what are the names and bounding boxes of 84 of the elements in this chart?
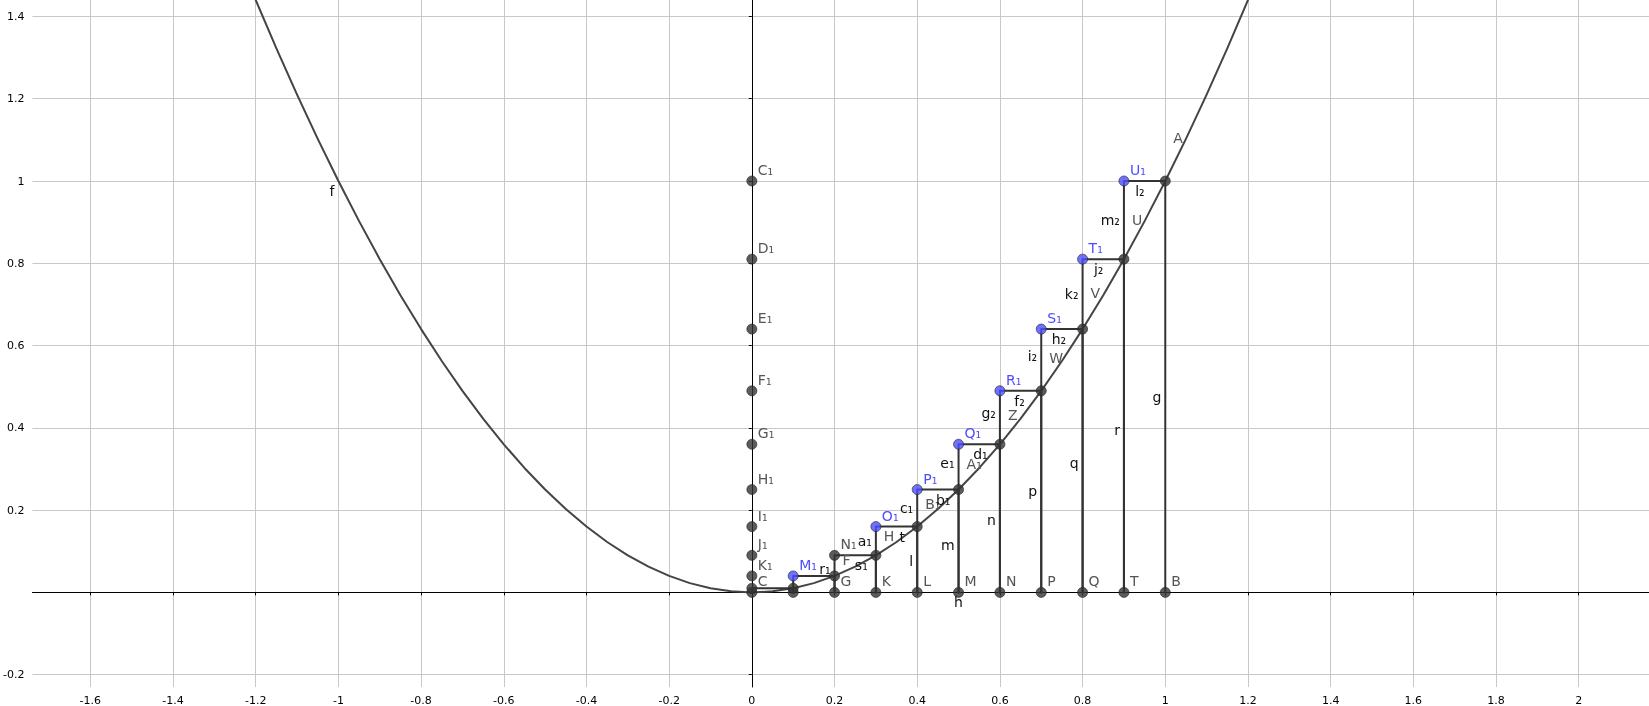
annotation: l xyxy=(909,553,914,570)
annotation: f xyxy=(329,183,336,200)
x-tick-label: -1.2 xyxy=(244,694,267,706)
annotation: V xyxy=(1090,285,1101,302)
x-tick-label: 1 xyxy=(1161,694,1169,706)
x-tick-label: 2 xyxy=(1575,694,1583,706)
annotation: r₁ xyxy=(819,561,831,578)
annotation: N₁ xyxy=(840,536,857,553)
annotation: g₂ xyxy=(981,405,996,422)
annotation: W xyxy=(1049,350,1064,367)
annotation: U xyxy=(1131,211,1143,228)
y-tick-label: 1.4 xyxy=(6,9,25,23)
x-tick-label: 0.2 xyxy=(825,694,844,706)
annotation: F xyxy=(842,552,851,569)
annotation: k₂ xyxy=(1064,285,1079,302)
annotation: P₁ xyxy=(923,470,938,487)
annotation: K xyxy=(881,573,892,590)
annotation: T xyxy=(1128,573,1139,590)
x-tick-label: 1.4 xyxy=(1321,694,1340,706)
y-tick-label: 0.8 xyxy=(6,256,25,270)
y-tick-label: 0.6 xyxy=(6,339,25,353)
annotation: C₁ xyxy=(757,162,774,179)
annotation: q xyxy=(1069,454,1079,471)
y-tick-label: 0.4 xyxy=(6,421,25,435)
annotation: D₁ xyxy=(757,240,775,257)
annotation: G₁ xyxy=(757,425,775,442)
annotation: N xyxy=(1005,573,1017,590)
annotation: I₁ xyxy=(757,507,768,524)
annotation: H₁ xyxy=(757,470,774,487)
annotation: M xyxy=(964,573,977,590)
annotation: c₁ xyxy=(899,499,914,516)
x-tick-label: -0.8 xyxy=(410,694,432,706)
annotation: A xyxy=(1173,130,1184,147)
x-tick-label: -1 xyxy=(332,694,344,706)
annotation: Q₁ xyxy=(964,425,982,442)
annotation: C xyxy=(757,573,768,590)
annotation: F₁ xyxy=(757,371,772,388)
x-tick-label: 1.8 xyxy=(1487,694,1505,706)
annotation: e₁ xyxy=(940,454,955,471)
annotation: l₂ xyxy=(1135,183,1145,200)
annotation: K₁ xyxy=(757,556,773,573)
x-tick-label: 0 xyxy=(748,694,756,706)
annotation: m xyxy=(940,536,955,553)
annotation: U₁ xyxy=(1129,162,1146,179)
annotation: f₂ xyxy=(1014,392,1025,409)
annotation: p xyxy=(1028,483,1038,500)
x-tick-label: -0.4 xyxy=(575,694,598,706)
y-tick-label: 1 xyxy=(17,174,25,188)
annotation: r xyxy=(1114,421,1121,438)
x-tick-label: 0.6 xyxy=(991,694,1009,706)
x-tick-label: -0.6 xyxy=(493,694,515,706)
annotation: j₂ xyxy=(1092,261,1104,278)
annotation: H xyxy=(883,528,895,545)
annotation: n xyxy=(987,512,996,529)
annotation: G xyxy=(840,573,852,590)
annotation: J₁ xyxy=(756,536,768,553)
y-tick-label: 1.2 xyxy=(6,92,25,106)
annotation: L xyxy=(923,573,932,590)
annotation: i₂ xyxy=(1027,347,1038,364)
annotation: E₁ xyxy=(757,310,773,327)
annotation: g xyxy=(1152,388,1162,405)
annotation: m₂ xyxy=(1100,211,1120,228)
y-tick-label: 0.2 xyxy=(6,503,25,517)
x-tick-label: -1.4 xyxy=(162,694,184,706)
x-tick-label: 1.6 xyxy=(1404,694,1423,706)
annotation: S₁ xyxy=(1047,310,1062,327)
x-tick-label: 0.4 xyxy=(908,694,926,706)
x-tick-label: -1.6 xyxy=(79,694,102,706)
annotation: Q xyxy=(1088,573,1100,590)
annotation: t xyxy=(899,528,906,545)
annotation: h xyxy=(953,594,963,611)
annotation: T₁ xyxy=(1087,240,1103,257)
annotation: M₁ xyxy=(799,556,817,573)
annotation: P xyxy=(1047,573,1056,590)
annotation: h₂ xyxy=(1051,331,1067,348)
annotation: Z xyxy=(1007,407,1018,424)
annotation: R₁ xyxy=(1005,371,1022,388)
x-tick-label: -0.2 xyxy=(658,694,680,706)
y-tick-label: -0.2 xyxy=(2,668,25,682)
annotation: a₁ xyxy=(857,532,872,549)
x-tick-label: 0.8 xyxy=(1073,694,1092,706)
annotation: O₁ xyxy=(881,507,899,524)
x-tick-label: 1.2 xyxy=(1239,694,1257,706)
annotation: B xyxy=(1171,573,1181,590)
